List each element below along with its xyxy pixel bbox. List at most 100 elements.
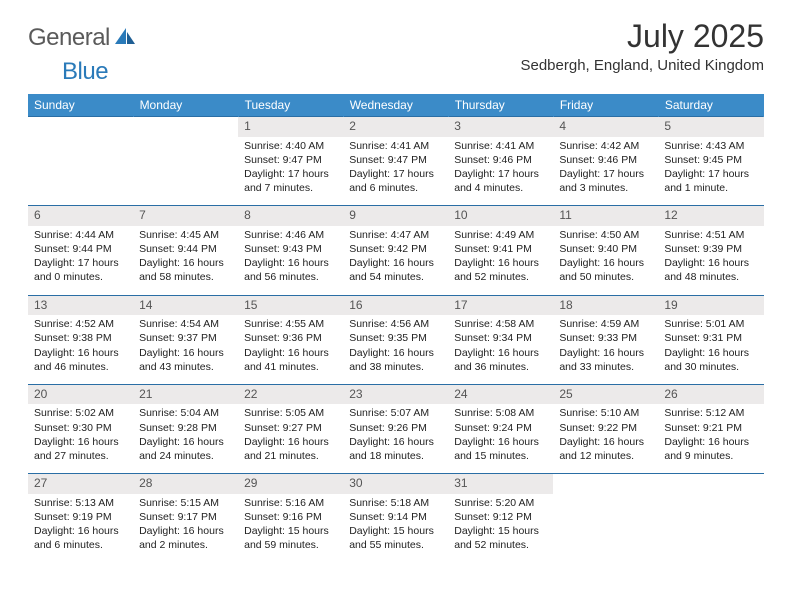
sunset-line: Sunset: 9:47 PM [349, 153, 442, 167]
daylight-line: Daylight: 16 hours and 41 minutes. [244, 346, 337, 374]
sunset-line: Sunset: 9:24 PM [454, 421, 547, 435]
day-num-cell: 21 [133, 384, 238, 404]
daylight-line: Daylight: 16 hours and 48 minutes. [664, 256, 757, 284]
col-wednesday: Wednesday [343, 94, 448, 117]
sunrise-line: Sunrise: 4:47 AM [349, 228, 442, 242]
sunrise-line: Sunrise: 5:08 AM [454, 406, 547, 420]
day-num-cell: 10 [448, 206, 553, 226]
day-num-cell: 19 [658, 295, 763, 315]
daylight-line: Daylight: 16 hours and 30 minutes. [664, 346, 757, 374]
day-body-cell: Sunrise: 4:56 AMSunset: 9:35 PMDaylight:… [343, 315, 448, 384]
sunrise-line: Sunrise: 4:55 AM [244, 317, 337, 331]
day-details: Sunrise: 5:20 AMSunset: 9:12 PMDaylight:… [448, 494, 553, 557]
day-num-cell: 9 [343, 206, 448, 226]
day-body-cell: Sunrise: 4:54 AMSunset: 9:37 PMDaylight:… [133, 315, 238, 384]
daylight-line: Daylight: 15 hours and 55 minutes. [349, 524, 442, 552]
day-body-cell: Sunrise: 5:20 AMSunset: 9:12 PMDaylight:… [448, 494, 553, 563]
day-number: 28 [133, 474, 238, 494]
day-details: Sunrise: 5:18 AMSunset: 9:14 PMDaylight:… [343, 494, 448, 557]
day-details: Sunrise: 4:54 AMSunset: 9:37 PMDaylight:… [133, 315, 238, 378]
day-body-cell: Sunrise: 4:40 AMSunset: 9:47 PMDaylight:… [238, 137, 343, 206]
day-num-cell: 6 [28, 206, 133, 226]
sunrise-line: Sunrise: 4:49 AM [454, 228, 547, 242]
daylight-line: Daylight: 17 hours and 1 minute. [664, 167, 757, 195]
day-details: Sunrise: 5:15 AMSunset: 9:17 PMDaylight:… [133, 494, 238, 557]
day-body-cell [28, 137, 133, 206]
day-body-cell: Sunrise: 5:08 AMSunset: 9:24 PMDaylight:… [448, 404, 553, 473]
day-body-cell [553, 494, 658, 563]
day-number: 19 [658, 296, 763, 316]
day-body-cell: Sunrise: 4:46 AMSunset: 9:43 PMDaylight:… [238, 226, 343, 295]
day-body-cell: Sunrise: 4:55 AMSunset: 9:36 PMDaylight:… [238, 315, 343, 384]
col-monday: Monday [133, 94, 238, 117]
day-number: 16 [343, 296, 448, 316]
day-number: 25 [553, 385, 658, 405]
day-number: 9 [343, 206, 448, 226]
sunset-line: Sunset: 9:16 PM [244, 510, 337, 524]
day-details: Sunrise: 4:40 AMSunset: 9:47 PMDaylight:… [238, 137, 343, 200]
day-number: 4 [553, 117, 658, 137]
sunset-line: Sunset: 9:44 PM [139, 242, 232, 256]
day-number: 31 [448, 474, 553, 494]
day-number: 8 [238, 206, 343, 226]
day-number: 27 [28, 474, 133, 494]
day-details: Sunrise: 5:10 AMSunset: 9:22 PMDaylight:… [553, 404, 658, 467]
day-number: 13 [28, 296, 133, 316]
day-details: Sunrise: 4:41 AMSunset: 9:46 PMDaylight:… [448, 137, 553, 200]
sunset-line: Sunset: 9:17 PM [139, 510, 232, 524]
daylight-line: Daylight: 17 hours and 7 minutes. [244, 167, 337, 195]
day-num-cell: 30 [343, 474, 448, 494]
sunrise-line: Sunrise: 4:41 AM [454, 139, 547, 153]
day-details: Sunrise: 4:52 AMSunset: 9:38 PMDaylight:… [28, 315, 133, 378]
day-num-cell [658, 474, 763, 494]
sunset-line: Sunset: 9:39 PM [664, 242, 757, 256]
daylight-line: Daylight: 16 hours and 52 minutes. [454, 256, 547, 284]
week-body-row: Sunrise: 5:13 AMSunset: 9:19 PMDaylight:… [28, 494, 764, 563]
sunrise-line: Sunrise: 4:59 AM [559, 317, 652, 331]
sunset-line: Sunset: 9:41 PM [454, 242, 547, 256]
day-details: Sunrise: 4:50 AMSunset: 9:40 PMDaylight:… [553, 226, 658, 289]
day-details: Sunrise: 4:51 AMSunset: 9:39 PMDaylight:… [658, 226, 763, 289]
day-num-cell: 1 [238, 117, 343, 137]
day-num-cell: 20 [28, 384, 133, 404]
day-body-cell: Sunrise: 4:42 AMSunset: 9:46 PMDaylight:… [553, 137, 658, 206]
day-body-cell: Sunrise: 5:16 AMSunset: 9:16 PMDaylight:… [238, 494, 343, 563]
day-number: 20 [28, 385, 133, 405]
week-body-row: Sunrise: 4:52 AMSunset: 9:38 PMDaylight:… [28, 315, 764, 384]
day-body-cell: Sunrise: 4:41 AMSunset: 9:46 PMDaylight:… [448, 137, 553, 206]
sunset-line: Sunset: 9:34 PM [454, 331, 547, 345]
day-body-cell: Sunrise: 4:51 AMSunset: 9:39 PMDaylight:… [658, 226, 763, 295]
day-body-cell: Sunrise: 4:45 AMSunset: 9:44 PMDaylight:… [133, 226, 238, 295]
day-body-cell [658, 494, 763, 563]
sunset-line: Sunset: 9:36 PM [244, 331, 337, 345]
daylight-line: Daylight: 16 hours and 58 minutes. [139, 256, 232, 284]
sunrise-line: Sunrise: 5:20 AM [454, 496, 547, 510]
day-details: Sunrise: 4:47 AMSunset: 9:42 PMDaylight:… [343, 226, 448, 289]
day-number: 30 [343, 474, 448, 494]
day-details: Sunrise: 5:12 AMSunset: 9:21 PMDaylight:… [658, 404, 763, 467]
sunset-line: Sunset: 9:31 PM [664, 331, 757, 345]
day-num-cell: 8 [238, 206, 343, 226]
day-details: Sunrise: 5:01 AMSunset: 9:31 PMDaylight:… [658, 315, 763, 378]
sunset-line: Sunset: 9:28 PM [139, 421, 232, 435]
sunset-line: Sunset: 9:46 PM [454, 153, 547, 167]
sunset-line: Sunset: 9:19 PM [34, 510, 127, 524]
day-num-cell: 24 [448, 384, 553, 404]
daylight-line: Daylight: 16 hours and 56 minutes. [244, 256, 337, 284]
sunset-line: Sunset: 9:43 PM [244, 242, 337, 256]
calendar-page: General July 2025 Sedbergh, England, Uni… [0, 0, 792, 580]
sunrise-line: Sunrise: 4:44 AM [34, 228, 127, 242]
week-body-row: Sunrise: 5:02 AMSunset: 9:30 PMDaylight:… [28, 404, 764, 473]
daylight-line: Daylight: 16 hours and 36 minutes. [454, 346, 547, 374]
daylight-line: Daylight: 16 hours and 21 minutes. [244, 435, 337, 463]
day-number: 26 [658, 385, 763, 405]
day-body-cell: Sunrise: 5:04 AMSunset: 9:28 PMDaylight:… [133, 404, 238, 473]
day-details: Sunrise: 4:43 AMSunset: 9:45 PMDaylight:… [658, 137, 763, 200]
day-details: Sunrise: 4:42 AMSunset: 9:46 PMDaylight:… [553, 137, 658, 200]
day-num-cell: 14 [133, 295, 238, 315]
day-body-cell [133, 137, 238, 206]
daylight-line: Daylight: 16 hours and 54 minutes. [349, 256, 442, 284]
day-num-cell: 15 [238, 295, 343, 315]
day-number: 22 [238, 385, 343, 405]
day-details: Sunrise: 4:49 AMSunset: 9:41 PMDaylight:… [448, 226, 553, 289]
